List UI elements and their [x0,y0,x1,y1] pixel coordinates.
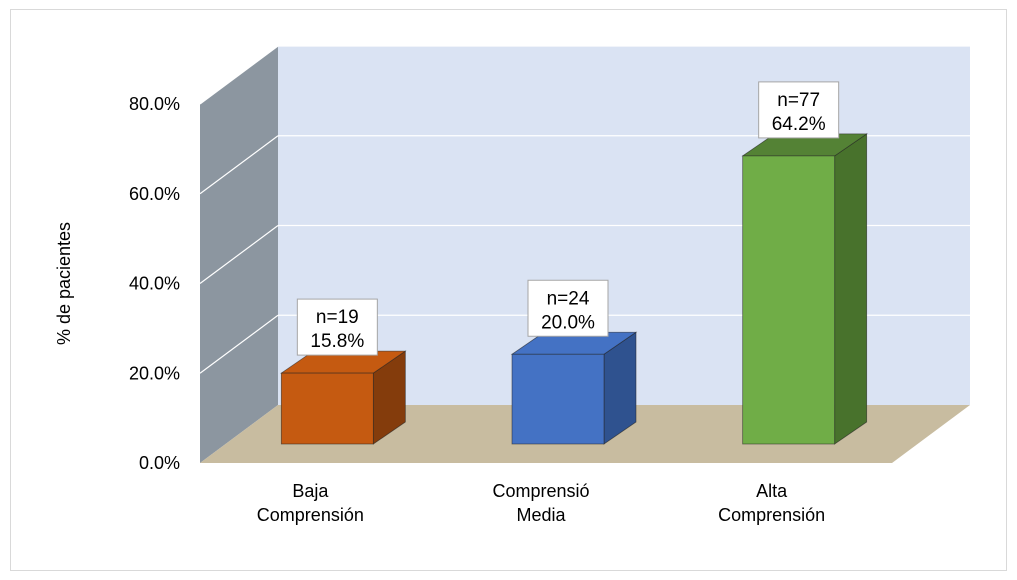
x-tick-label: Comprensión [257,505,364,525]
data-label-box [758,81,840,139]
x-tick-label: Alta [756,481,788,501]
bar-side [834,133,868,445]
gridline-side [199,225,279,284]
data-label-value: 20.0% [541,312,595,333]
y-tick-label: 80.0% [129,94,180,114]
data-label-count: n=77 [777,90,820,111]
data-label-box [527,279,609,337]
y-tick-label: 60.0% [129,184,180,204]
data-label-value: 64.2% [772,114,826,135]
y-tick-label: 0.0% [139,453,180,473]
data-label-box [296,298,378,356]
data-label-count: n=19 [316,307,359,328]
gridline-side [199,135,279,195]
x-tick-label: Media [516,505,566,525]
x-tick-label: Baja [292,481,329,501]
bar [280,372,374,445]
gridline-side [199,45,279,105]
data-label-value: 15.8% [310,331,364,352]
gridline-side [199,314,279,374]
y-axis-label: % de pacientes [54,222,74,345]
y-tick-label: 40.0% [129,274,180,294]
bar [742,155,836,445]
bar [511,353,605,445]
x-tick-label: Comprensió [492,481,589,501]
y-tick-label: 20.0% [129,363,180,383]
x-tick-label: Comprensión [718,505,825,525]
data-label-count: n=24 [547,288,590,309]
